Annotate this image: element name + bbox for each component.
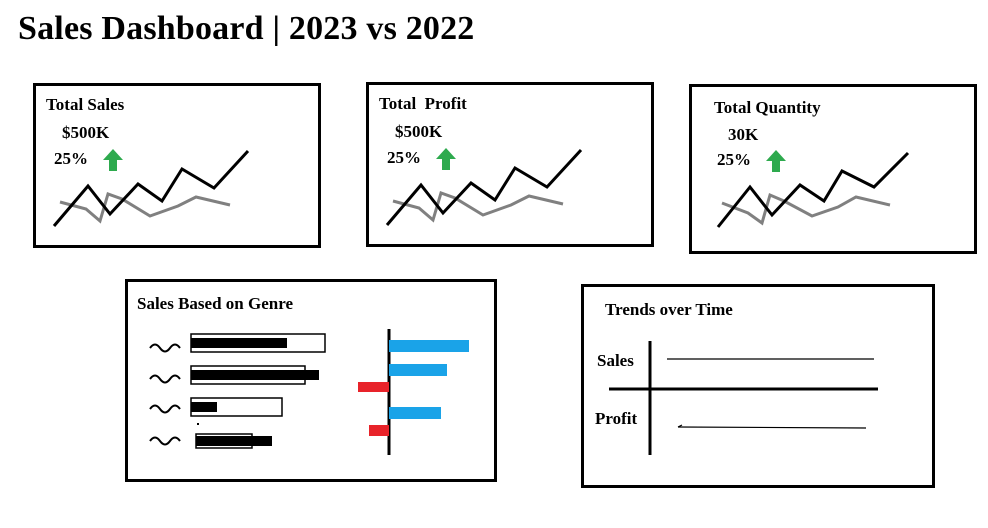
- sparkline-previous-year: [59, 192, 231, 224]
- kpi-change: 25%: [717, 150, 751, 169]
- sparkline-current-year: [716, 151, 910, 228]
- category-label-placeholder: [149, 436, 181, 446]
- sparkline-chart: [716, 151, 910, 228]
- actual-bar: [191, 370, 319, 380]
- diverging-bar-negative: [369, 425, 389, 436]
- diverging-bar-positive: [389, 364, 447, 376]
- trends-card: Trends over Time Sales Profit: [581, 284, 935, 488]
- kpi-change: 25%: [54, 149, 88, 168]
- genre-chart-card: Sales Based on Genre: [125, 279, 497, 482]
- category-label-placeholder: [149, 343, 181, 353]
- diverging-bar-positive: [389, 340, 469, 352]
- sparkline-current-year: [385, 148, 583, 226]
- kpi-value: 30K: [728, 125, 759, 144]
- trend-row-label-sales: Sales: [597, 351, 634, 370]
- actual-bar: [191, 338, 287, 348]
- kpi-title: Total Quantity: [714, 98, 821, 117]
- up-arrow-icon: [766, 150, 786, 172]
- profit-trend-tick: [677, 424, 683, 428]
- kpi-card-total-profit: Total Profit $500K 25%: [366, 82, 654, 247]
- kpi-title: Total Sales: [46, 95, 125, 114]
- up-arrow-icon: [436, 148, 456, 170]
- category-label-placeholder: [149, 374, 181, 384]
- trends-grid: [609, 341, 878, 455]
- sparkline-previous-year: [392, 191, 564, 223]
- actual-bar: [191, 402, 217, 412]
- dot-marker: [197, 423, 199, 425]
- diverging-bar-positive: [389, 407, 441, 419]
- profit-trend-line: [677, 426, 867, 429]
- up-arrow-icon: [103, 149, 123, 171]
- kpi-change: 25%: [387, 148, 421, 167]
- actual-bar: [196, 436, 272, 446]
- kpi-value: $500K: [395, 122, 443, 141]
- sparkline-current-year: [52, 149, 250, 227]
- sparkline-previous-year: [721, 192, 891, 226]
- category-label-placeholder: [149, 404, 181, 414]
- kpi-card-total-quantity: Total Quantity 30K 25%: [689, 84, 977, 254]
- trend-row-label-profit: Profit: [595, 409, 638, 428]
- trends-title: Trends over Time: [605, 300, 733, 319]
- kpi-title: Total Profit: [379, 94, 467, 113]
- diverging-bar-negative: [358, 382, 389, 392]
- sparkline-chart: [52, 149, 250, 227]
- sparkline-chart: [385, 148, 583, 226]
- genre-chart: [149, 329, 469, 455]
- page-title: Sales Dashboard | 2023 vs 2022: [18, 10, 475, 47]
- genre-chart-title: Sales Based on Genre: [137, 294, 294, 313]
- kpi-card-total-sales: Total Sales $500K 25%: [33, 83, 321, 248]
- kpi-value: $500K: [62, 123, 110, 142]
